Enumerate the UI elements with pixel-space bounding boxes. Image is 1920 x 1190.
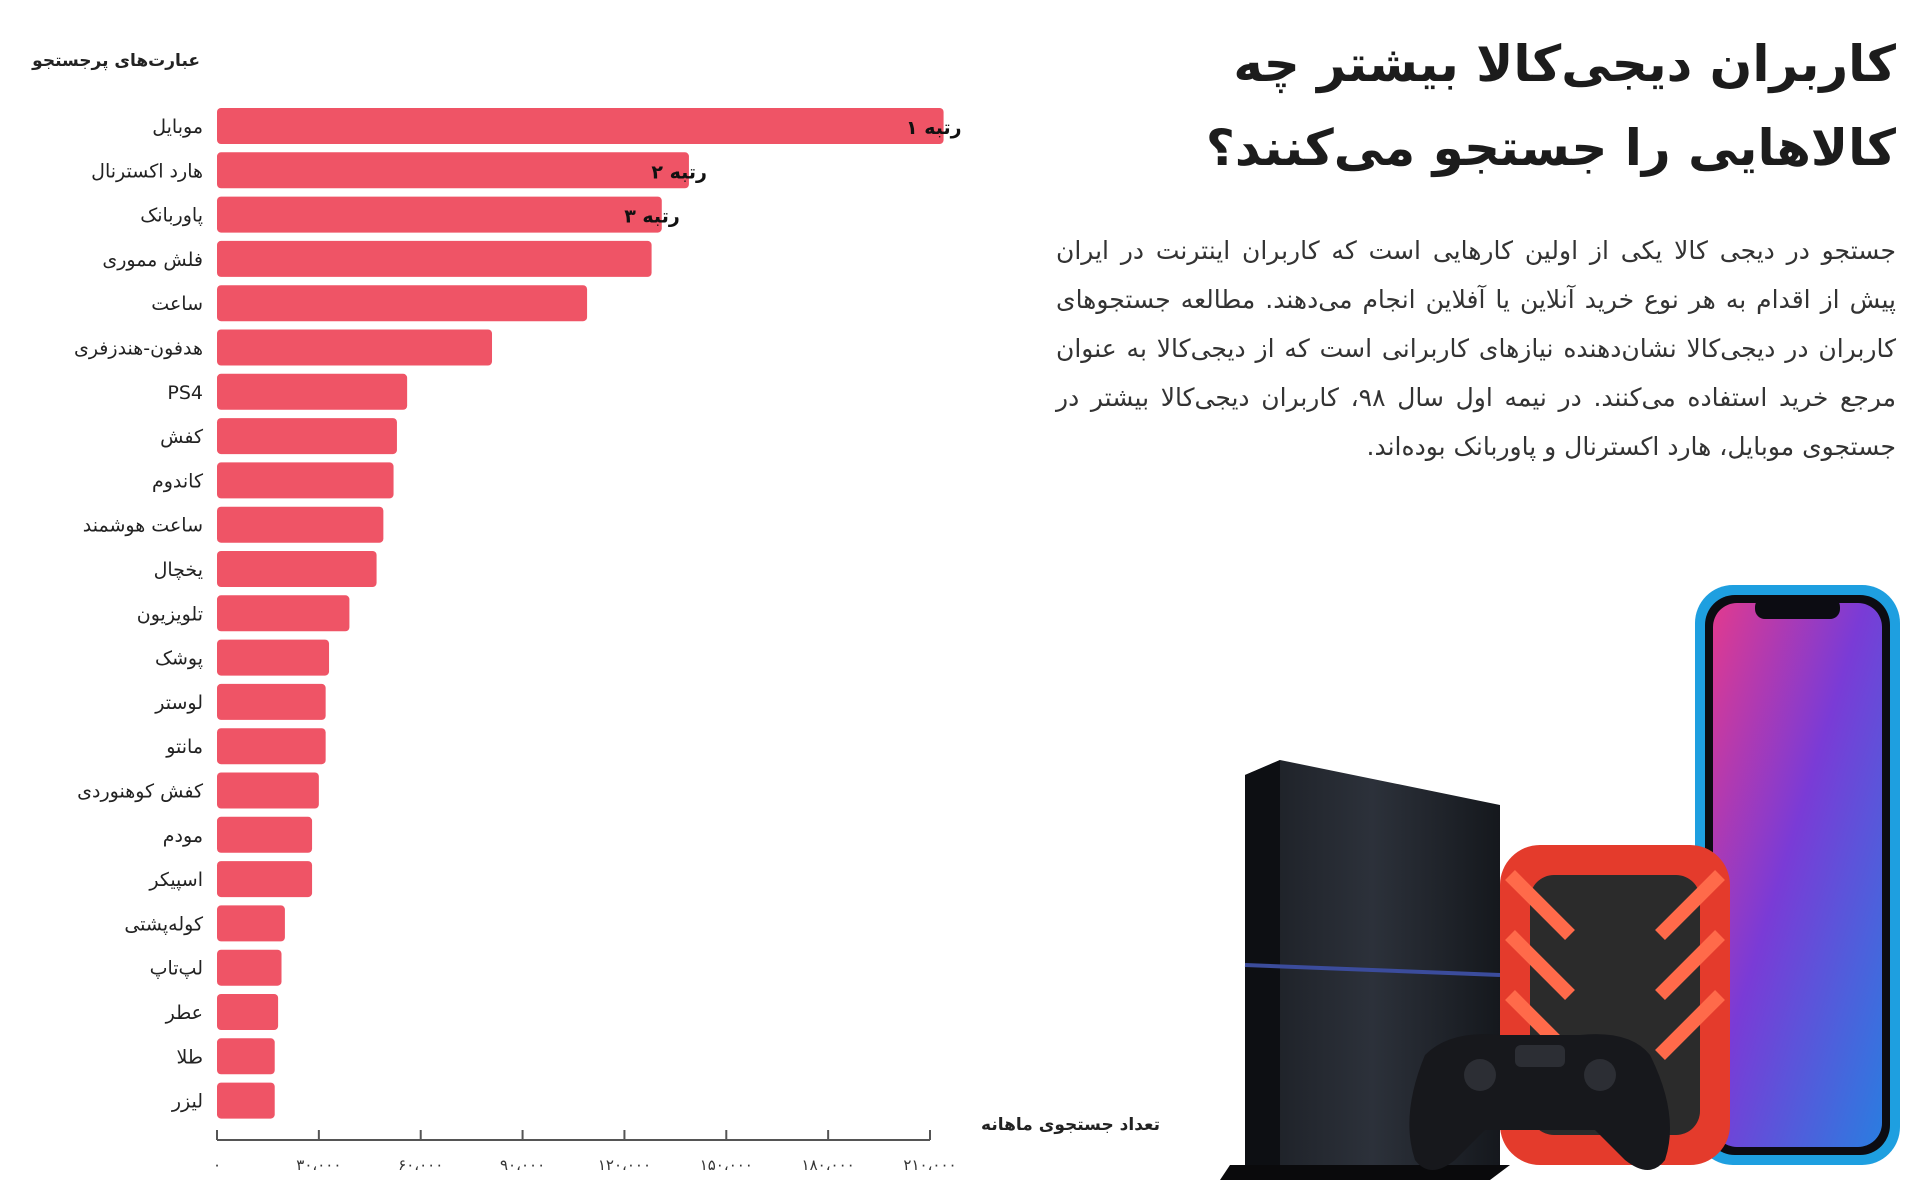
bar-22 [217, 1082, 275, 1119]
title-line-2: کالاهایی را جستجو می‌کنند؟ [1205, 119, 1896, 177]
category-label-13: لوستر [154, 692, 203, 714]
bar-1 [217, 152, 689, 189]
bar-13 [217, 683, 326, 720]
category-label-17: اسپیکر [148, 869, 203, 891]
category-label-6: PS4 [167, 382, 203, 404]
bar-3 [217, 240, 652, 277]
bar-16 [217, 816, 313, 853]
bar-14 [217, 728, 326, 765]
category-label-20: عطر [165, 1002, 203, 1024]
category-label-22: لیزر [171, 1091, 203, 1113]
x-tick-label-6: ۱۸۰،۰۰۰ [802, 1156, 855, 1174]
bar-2 [217, 196, 662, 233]
bar-18 [217, 905, 285, 942]
category-label-10: یخچال [154, 559, 203, 581]
rank-annotation-0: رتبه ۱ [906, 117, 962, 139]
article-body: جستجو در دیجی کالا یکی از اولین کارهایی … [1056, 236, 1897, 461]
bar-7 [217, 418, 397, 455]
game-controller-image [1409, 1034, 1670, 1170]
page-title: کاربران دیجی‌کالا بیشتر چه کالاهایی را ج… [1056, 22, 1896, 190]
bar-20 [217, 994, 279, 1030]
bar-0 [217, 108, 944, 144]
category-label-1: هارد اکسترنال [91, 160, 203, 182]
bar-12 [217, 639, 330, 676]
category-label-19: لپ‌تاپ [150, 958, 203, 980]
bar-11 [217, 595, 350, 632]
x-axis-label: تعداد جستجوی ماهانه [981, 1115, 1160, 1135]
category-label-15: کفش کوهنوردی [77, 781, 204, 803]
bar-15 [217, 772, 319, 809]
category-label-21: طلا [177, 1046, 203, 1068]
category-label-9: ساعت هوشمند [83, 515, 203, 537]
category-label-7: کفش [160, 426, 204, 448]
category-label-14: مانتو [165, 736, 203, 758]
x-tick-label-7: ۲۱۰،۰۰۰ [903, 1156, 956, 1174]
y-axis-label: عبارت‌های پرجستجو [31, 51, 200, 71]
x-tick-label-0: ۰ [213, 1156, 221, 1174]
category-label-12: پوشک [155, 648, 203, 670]
bar-5 [217, 329, 493, 366]
category-label-18: کوله‌پشتی [124, 913, 204, 935]
smartphone-image [1695, 585, 1900, 1165]
products-illustration [1220, 585, 1900, 1180]
bar-10 [217, 551, 377, 587]
rank-annotation-1: رتبه ۲ [651, 161, 707, 183]
category-label-11: تلویزیون [137, 603, 203, 625]
category-label-5: هدفون-هندزفری [74, 338, 203, 360]
category-label-8: کاندوم [152, 470, 204, 492]
rank-annotation-2: رتبه ۳ [624, 206, 680, 228]
category-label-4: ساعت [151, 293, 203, 315]
x-tick-label-2: ۶۰،۰۰۰ [398, 1156, 443, 1174]
bar-8 [217, 462, 394, 499]
bar-4 [217, 285, 588, 322]
category-label-0: موبایل [152, 116, 203, 138]
category-label-2: پاوربانک [140, 205, 203, 227]
x-tick-label-1: ۳۰،۰۰۰ [296, 1156, 341, 1174]
article: کاربران دیجی‌کالا بیشتر چه کالاهایی را ج… [1056, 22, 1896, 471]
category-label-16: مودم [163, 825, 203, 847]
x-tick-label-4: ۱۲۰،۰۰۰ [598, 1156, 651, 1174]
bar-17 [217, 861, 313, 898]
bar-9 [217, 506, 384, 543]
category-label-3: فلش مموری [102, 249, 203, 271]
bar-chart: عبارت‌های پرجستجو موبایل هارد اکسترنال پاو… [31, 51, 1160, 1174]
title-line-1: کاربران دیجی‌کالا بیشتر چه [1233, 35, 1896, 93]
bar-19 [217, 949, 282, 986]
x-tick-label-3: ۹۰،۰۰۰ [500, 1156, 545, 1174]
x-tick-label-5: ۱۵۰،۰۰۰ [700, 1156, 753, 1174]
bar-21 [217, 1038, 275, 1075]
bar-6 [217, 373, 408, 410]
